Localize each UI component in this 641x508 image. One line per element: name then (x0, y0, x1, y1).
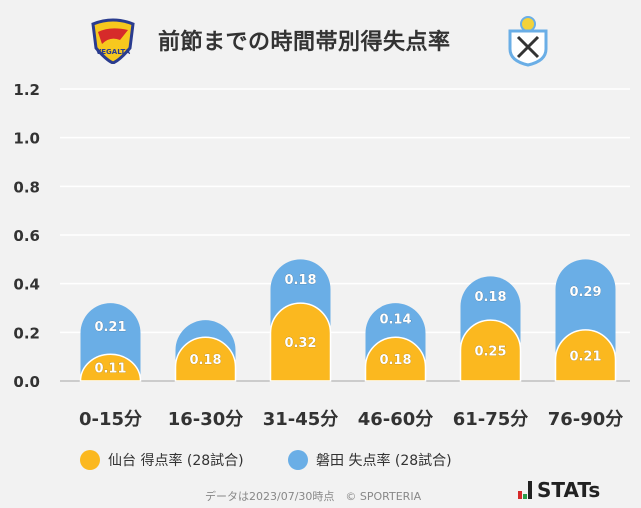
y-tick-label: 0.6 (13, 227, 40, 245)
y-tick-label: 1.0 (13, 130, 40, 148)
y-tick-label: 0.4 (13, 276, 40, 294)
data-label: 0.25 (474, 345, 506, 360)
legend-home-label: 仙台 得点率 (28試合) (108, 453, 244, 469)
bar-home (269, 302, 332, 382)
legend-away-swatch (288, 450, 308, 470)
y-tick-label: 0.2 (13, 324, 40, 342)
legend-home: 仙台 得点率 (28試合) (80, 450, 244, 470)
vegalta-logo: VEGALTA (91, 18, 135, 64)
data-label: 0.32 (284, 336, 316, 351)
bar-home (79, 353, 142, 382)
jubilo-logo (508, 16, 548, 67)
data-label: 0.21 (94, 320, 126, 335)
bar-chart: 0.0 0.2 0.4 0.6 0.8 1.0 1.2 0.11 0.21 0-15分 0.18 16… (13, 81, 630, 430)
legend-away: 磐田 失点率 (28試合) (288, 450, 452, 470)
svg-text:VEGALTA: VEGALTA (96, 48, 131, 56)
x-tick-label: 16-30分 (168, 409, 244, 430)
bar-home (364, 336, 427, 382)
data-label: 0.11 (94, 362, 126, 377)
bar-home (459, 319, 522, 382)
x-tick-label: 61-75分 (453, 409, 529, 430)
data-label: 0.14 (379, 312, 411, 327)
stats-logo: STATs (518, 478, 600, 502)
data-label: 0.18 (379, 353, 411, 368)
legend-home-swatch (80, 450, 100, 470)
chart-title: 前節までの時間帯別得失点率 (158, 30, 451, 55)
x-tick-label: 46-60分 (358, 409, 434, 430)
x-tick-label: 76-90分 (548, 409, 624, 430)
stats-bars-icon (518, 481, 532, 499)
data-label: 0.21 (569, 349, 601, 364)
stats-brand: STATs (537, 478, 601, 502)
data-label: 0.18 (474, 290, 506, 305)
x-tick-label: 31-45分 (263, 409, 339, 430)
y-tick-label: 0.8 (13, 178, 40, 196)
footer-note: データは2023/07/30時点 © SPORTERIA (205, 490, 422, 503)
legend-away-label: 磐田 失点率 (28試合) (316, 453, 452, 469)
data-label: 0.18 (189, 353, 221, 368)
x-tick-label: 0-15分 (79, 409, 142, 430)
y-tick-label: 0.0 (13, 373, 40, 391)
bar-home (554, 329, 617, 382)
data-label: 0.18 (284, 273, 316, 288)
bar-home (174, 336, 237, 382)
y-tick-label: 1.2 (13, 81, 40, 99)
data-label: 0.29 (569, 285, 601, 300)
